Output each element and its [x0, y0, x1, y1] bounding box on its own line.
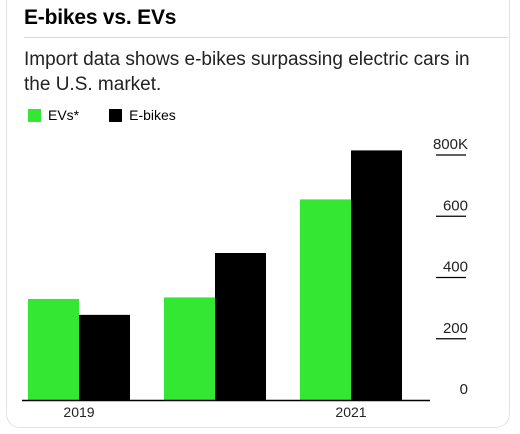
legend-swatch-ebikes [109, 108, 123, 122]
bar-ebikes-2019 [79, 314, 130, 400]
y-tick-label: 0 [460, 381, 468, 398]
bar-ebikes-2021 [351, 150, 402, 400]
bar-evs-2020 [164, 297, 215, 400]
legend-item-ebikes: E-bikes [109, 107, 176, 123]
y-tick-label: 800K [433, 136, 468, 153]
y-tick-label: 200 [443, 320, 468, 337]
chart-title: E-bikes vs. EVs [24, 6, 177, 29]
bar-ebikes-2020 [215, 253, 266, 400]
bar-evs-2019 [28, 298, 79, 400]
title-divider [24, 37, 508, 38]
y-tick-label: 400 [443, 259, 468, 276]
x-tick-label: 2021 [335, 404, 366, 420]
legend-label-ebikes: E-bikes [129, 107, 176, 123]
legend-swatch-evs [28, 108, 41, 122]
legend-item-evs: EVs* [28, 107, 79, 123]
bar-evs-2021 [300, 199, 351, 400]
chart-subtitle: Import data shows e-bikes surpassing ele… [24, 49, 470, 95]
y-tick-label: 600 [443, 197, 468, 214]
legend-label-evs: EVs* [48, 107, 80, 123]
x-tick-label: 2019 [63, 404, 94, 420]
legend: EVs* E-bikes [28, 106, 206, 124]
